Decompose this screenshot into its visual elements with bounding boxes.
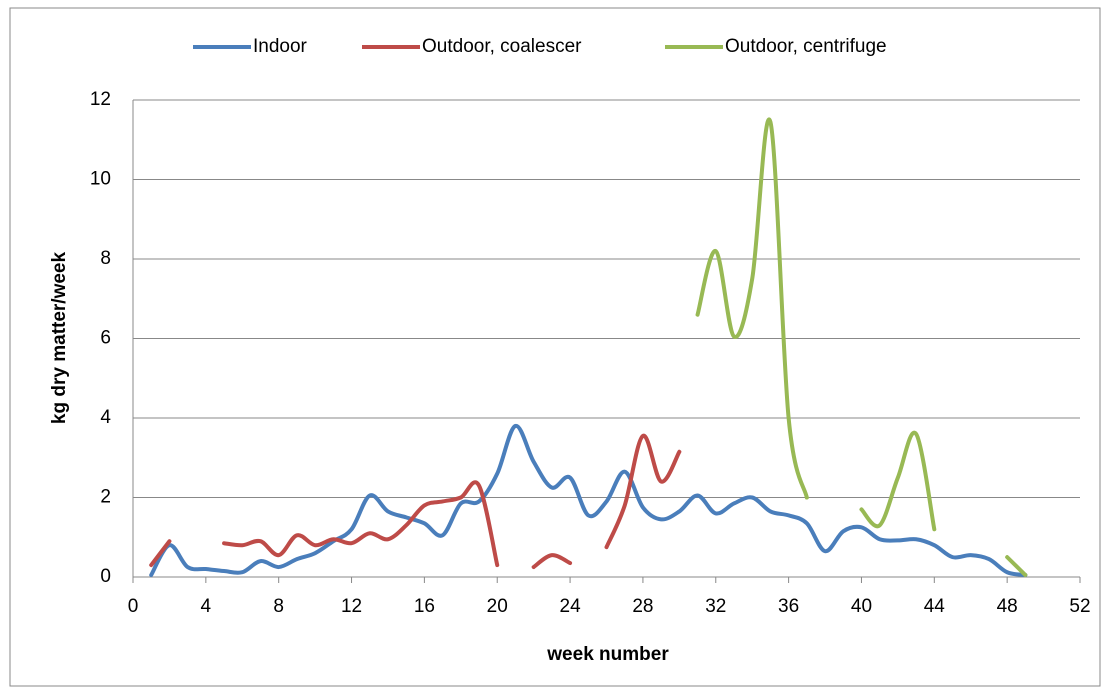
y-tick-label: 4	[100, 407, 111, 428]
x-tick-label: 20	[487, 596, 508, 617]
x-axis-title: week number	[546, 644, 669, 665]
x-tick-label: 16	[414, 596, 435, 617]
x-tick-label: 8	[273, 596, 284, 617]
x-tick-label: 36	[778, 596, 799, 617]
y-tick-label: 0	[100, 566, 111, 587]
y-tick-label: 6	[100, 328, 111, 349]
y-tick-label: 8	[100, 248, 111, 269]
legend-label: Indoor	[253, 36, 308, 57]
series-line	[149, 433, 682, 570]
x-tick-label: 48	[997, 596, 1018, 617]
x-tick-label: 12	[341, 596, 362, 617]
y-axis-title: kg dry matter/week	[49, 252, 70, 425]
x-tick-label: 40	[851, 596, 872, 617]
legend-label: Outdoor, coalescer	[422, 36, 582, 57]
x-tick-label: 32	[705, 596, 726, 617]
x-tick-label: 44	[924, 596, 946, 617]
legend-label: Outdoor, centrifuge	[725, 36, 887, 57]
x-tick-label: 0	[128, 596, 139, 617]
chart-border	[9, 7, 1101, 687]
y-tick-label: 12	[90, 89, 111, 110]
x-tick-label: 24	[560, 596, 582, 617]
series-line	[695, 117, 1028, 578]
x-tick-label: 28	[632, 596, 653, 617]
x-tick-label: 52	[1069, 596, 1090, 617]
y-tick-label: 10	[90, 169, 111, 190]
x-tick-label: 4	[201, 596, 212, 617]
series-line	[149, 423, 1028, 578]
y-tick-label: 2	[100, 487, 111, 508]
